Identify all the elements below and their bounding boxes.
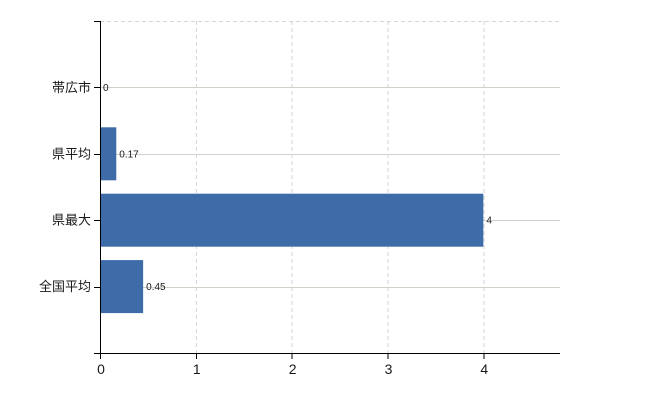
- bar: [101, 127, 117, 181]
- bar: [101, 260, 144, 314]
- x-tick-label: 2: [289, 361, 297, 377]
- value-label: 0: [103, 83, 109, 94]
- category-label: 県平均: [52, 146, 91, 161]
- category-label: 帯広市: [52, 80, 91, 95]
- value-label: 0.45: [146, 282, 166, 293]
- value-label: 4: [486, 216, 492, 227]
- value-label: 0.17: [119, 149, 139, 160]
- category-label: 県最大: [52, 213, 91, 228]
- x-tick-label: 0: [97, 361, 105, 377]
- bar: [101, 193, 484, 247]
- category-label: 全国平均: [39, 279, 91, 294]
- x-tick-label: 4: [480, 361, 488, 377]
- x-tick-label: 3: [385, 361, 393, 377]
- x-tick-label: 1: [193, 361, 201, 377]
